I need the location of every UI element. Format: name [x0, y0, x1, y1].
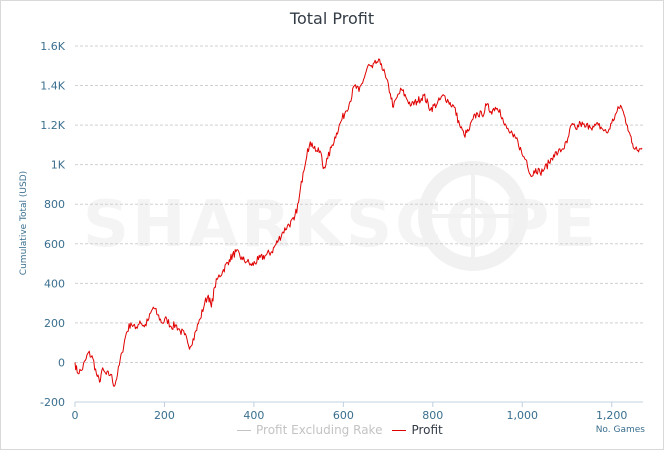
x-tick-label: 200 — [154, 409, 175, 422]
y-tick-label: 1K — [51, 159, 66, 172]
y-tick-labels: -200 0 200 400 600 800 1K 1.2K 1.4K 1.6K — [40, 40, 66, 409]
chart-title: Total Profit — [289, 9, 375, 28]
x-tick-label: 600 — [333, 409, 354, 422]
y-tick-label: -200 — [40, 396, 65, 409]
series-line-profit — [74, 58, 643, 387]
watermark-crosshair — [418, 161, 528, 271]
y-tick-label: 1.6K — [40, 40, 65, 53]
legend-swatch-icon — [392, 429, 407, 431]
watermark: SHARKSCOPE — [83, 161, 596, 271]
legend-label: Profit — [411, 423, 443, 437]
y-axis-title: Cumulative Total (USD) — [19, 171, 29, 275]
y-tick-label: 1.4K — [40, 80, 65, 93]
x-tick-label: 400 — [243, 409, 264, 422]
y-tick-label: 800 — [44, 198, 65, 211]
legend-item-profit-excluding-rake[interactable]: Profit Excluding Rake — [237, 423, 382, 437]
legend-label: Profit Excluding Rake — [256, 423, 383, 437]
y-tick-label: 400 — [44, 277, 65, 290]
x-tick-label: 0 — [72, 409, 79, 422]
y-tick-label: 600 — [44, 238, 65, 251]
x-tick-label: 1,200 — [596, 409, 628, 422]
legend-swatch-icon — [237, 429, 251, 431]
series-layer — [74, 58, 643, 387]
y-tick-label: 1.2K — [40, 119, 65, 132]
legend-item-profit[interactable]: Profit — [392, 423, 443, 437]
y-tick-label: 0 — [58, 356, 65, 369]
x-tick-label: 800 — [422, 409, 443, 422]
x-tick-label: 1,000 — [506, 409, 538, 422]
y-tick-label: 200 — [44, 317, 65, 330]
legend: Profit Excluding Rake Profit — [237, 423, 453, 437]
x-axis-title: No. Games — [595, 425, 645, 435]
x-tick-labels: 0 200 400 600 800 1,000 1,200 — [72, 402, 628, 422]
